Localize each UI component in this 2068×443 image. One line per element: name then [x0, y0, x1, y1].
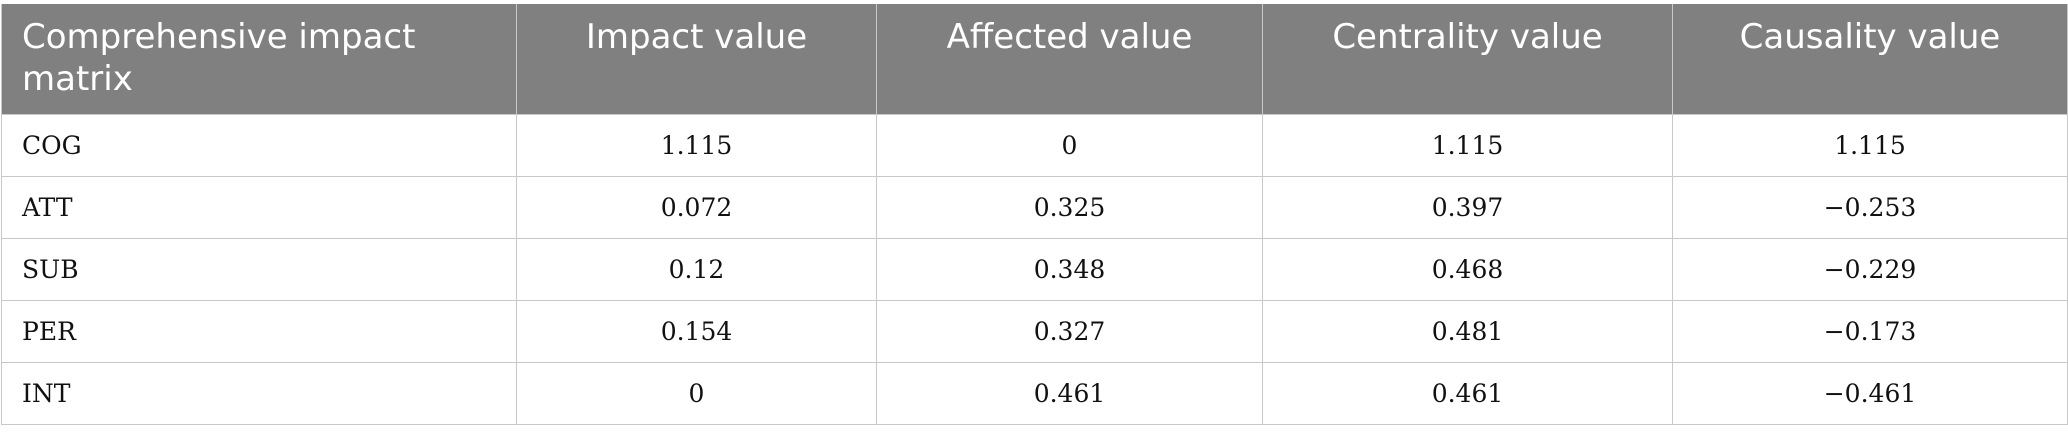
centrality-cell: 0.461 — [1262, 361, 1673, 425]
impact-cell: 1.115 — [516, 113, 877, 177]
impact-cell: 0.072 — [516, 175, 877, 239]
row-label: SUB — [1, 237, 517, 301]
row-label: ATT — [1, 175, 517, 239]
header-affected-value: Affected value — [876, 4, 1263, 114]
centrality-cell: 0.397 — [1262, 175, 1673, 239]
table-header-row: Comprehensive impact matrix Impact value… — [1, 4, 2068, 114]
table-row-per: PER 0.154 0.327 0.481 −0.173 — [1, 299, 2068, 363]
affected-cell: 0.348 — [876, 237, 1263, 301]
row-label: PER — [1, 299, 517, 363]
centrality-cell: 0.468 — [1262, 237, 1673, 301]
centrality-cell: 1.115 — [1262, 113, 1673, 177]
impact-cell: 0 — [516, 361, 877, 425]
table-row-int: INT 0 0.461 0.461 −0.461 — [1, 361, 2068, 425]
row-label: INT — [1, 361, 517, 425]
header-causality-value: Causality value — [1672, 4, 2068, 114]
affected-cell: 0.325 — [876, 175, 1263, 239]
impact-cell: 0.154 — [516, 299, 877, 363]
causality-cell: −0.461 — [1672, 361, 2068, 425]
causality-cell: −0.229 — [1672, 237, 2068, 301]
impact-matrix-table: Comprehensive impact matrix Impact value… — [1, 4, 2068, 425]
causality-cell: −0.173 — [1672, 299, 2068, 363]
table-row-att: ATT 0.072 0.325 0.397 −0.253 — [1, 175, 2068, 239]
affected-cell: 0.327 — [876, 299, 1263, 363]
causality-cell: −0.253 — [1672, 175, 2068, 239]
header-centrality-value: Centrality value — [1262, 4, 1673, 114]
header-impact-value: Impact value — [516, 4, 877, 114]
row-label: COG — [1, 113, 517, 177]
centrality-cell: 0.481 — [1262, 299, 1673, 363]
affected-cell: 0.461 — [876, 361, 1263, 425]
header-comprehensive-impact-matrix: Comprehensive impact matrix — [1, 4, 517, 114]
table-row-cog: COG 1.115 0 1.115 1.115 — [1, 113, 2068, 177]
table-row-sub: SUB 0.12 0.348 0.468 −0.229 — [1, 237, 2068, 301]
impact-cell: 0.12 — [516, 237, 877, 301]
table-container: Comprehensive impact matrix Impact value… — [0, 4, 2068, 425]
causality-cell: 1.115 — [1672, 113, 2068, 177]
affected-cell: 0 — [876, 113, 1263, 177]
